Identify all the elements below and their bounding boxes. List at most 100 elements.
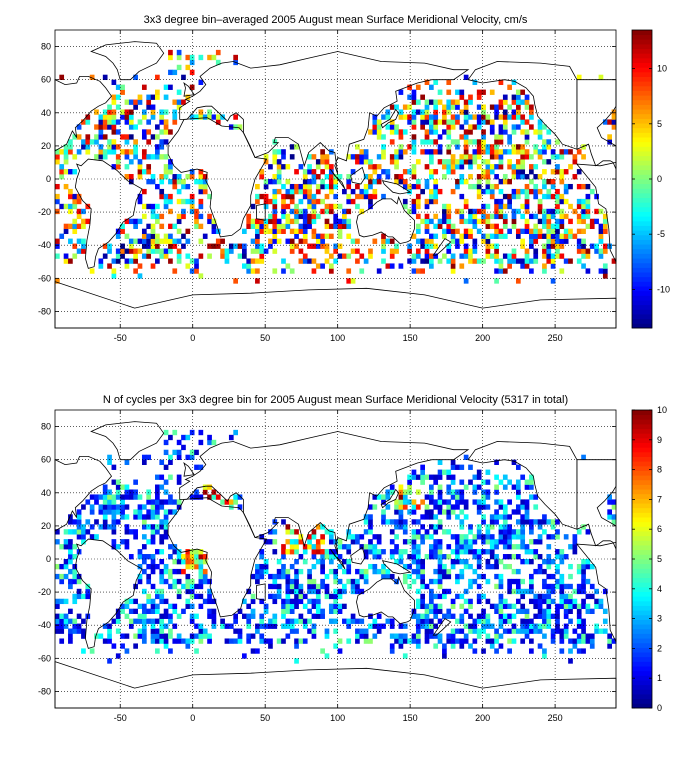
- data-bin: [128, 494, 134, 500]
- data-bin: [120, 228, 125, 234]
- data-bin: [468, 539, 473, 545]
- data-bin: [272, 208, 278, 215]
- data-bin: [529, 268, 534, 274]
- data-bin: [433, 593, 439, 600]
- data-bin: [272, 539, 278, 545]
- data-bin: [537, 623, 543, 629]
- data-bin: [585, 248, 591, 254]
- data-bin: [607, 499, 612, 505]
- colorbar-tick-label: 10: [657, 405, 667, 415]
- data-bin: [289, 154, 295, 160]
- data-bin: [194, 263, 199, 269]
- data-bin: [76, 223, 82, 230]
- data-bin: [468, 213, 473, 220]
- data-bin: [255, 228, 260, 234]
- data-bin: [450, 549, 456, 555]
- data-bin: [176, 174, 182, 180]
- data-bin: [542, 568, 547, 575]
- data-bin: [172, 268, 178, 274]
- data-bin: [94, 134, 99, 140]
- data-bin: [429, 474, 434, 480]
- data-bin: [141, 524, 147, 530]
- data-bin: [550, 588, 556, 595]
- data-bin: [533, 628, 539, 634]
- data-bin: [320, 208, 325, 215]
- data-bin: [59, 149, 65, 155]
- data-bin: [468, 174, 473, 180]
- data-bin: [111, 99, 117, 105]
- data-bin: [372, 554, 378, 560]
- data-bin: [315, 539, 321, 545]
- data-bin: [585, 559, 591, 565]
- data-bin: [168, 434, 173, 441]
- data-bin: [515, 479, 521, 485]
- data-bin: [498, 159, 504, 165]
- data-bin: [189, 633, 195, 639]
- data-bin: [455, 578, 460, 585]
- data-bin: [202, 633, 208, 639]
- data-bin: [481, 139, 486, 145]
- data-bin: [146, 489, 152, 495]
- data-bin: [368, 549, 373, 555]
- data-bin: [155, 593, 160, 600]
- data-bin: [115, 509, 121, 515]
- data-bin: [289, 549, 295, 555]
- data-bin: [494, 563, 499, 570]
- y-tick-label: -40: [38, 620, 51, 630]
- data-bin: [489, 253, 495, 259]
- data-bin: [520, 238, 526, 244]
- data-bin: [55, 149, 60, 155]
- data-bin: [563, 149, 569, 155]
- data-bin: [498, 598, 504, 605]
- data-bin: [307, 583, 312, 590]
- data-bin: [411, 638, 417, 644]
- data-bin: [402, 529, 408, 535]
- data-bin: [489, 534, 495, 540]
- data-bin: [494, 203, 499, 210]
- data-bin: [150, 603, 156, 610]
- data-bin: [246, 638, 252, 644]
- data-bin: [433, 504, 439, 510]
- data-bin: [133, 618, 138, 624]
- data-bin: [294, 529, 299, 535]
- data-bin: [350, 613, 356, 619]
- data-bin: [381, 238, 386, 244]
- data-bin: [585, 213, 591, 220]
- data-bin: [63, 613, 69, 619]
- data-bin: [85, 144, 91, 150]
- data-bin: [611, 638, 617, 644]
- data-bin: [294, 144, 299, 150]
- data-bin: [198, 638, 204, 644]
- data-bin: [111, 504, 117, 510]
- data-bin: [542, 633, 547, 639]
- data-bin: [302, 603, 308, 610]
- data-bin: [385, 489, 391, 495]
- data-bin: [281, 198, 286, 205]
- data-bin: [85, 593, 91, 600]
- colorbar-segment: [632, 447, 652, 453]
- data-bin: [115, 613, 121, 619]
- data-bin: [189, 449, 195, 456]
- data-bin: [168, 233, 173, 239]
- data-bin: [520, 524, 526, 530]
- data-bin: [289, 588, 295, 595]
- data-bin: [407, 484, 412, 490]
- data-bin: [411, 504, 417, 510]
- data-bin: [172, 243, 178, 249]
- data-bin: [507, 648, 512, 654]
- data-bin: [172, 109, 178, 115]
- data-bin: [494, 459, 499, 465]
- data-bin: [194, 583, 199, 590]
- data-bin: [555, 549, 560, 555]
- data-bin: [263, 154, 269, 160]
- data-bin: [502, 223, 508, 230]
- colorbar-tick-label: 6: [657, 524, 662, 534]
- data-bin: [446, 79, 452, 85]
- data-bin: [315, 613, 321, 619]
- data-bin: [237, 608, 243, 614]
- data-bin: [529, 494, 534, 500]
- data-bin: [128, 248, 134, 254]
- data-bin: [333, 183, 339, 190]
- data-bin: [302, 169, 308, 175]
- data-bin: [420, 119, 425, 125]
